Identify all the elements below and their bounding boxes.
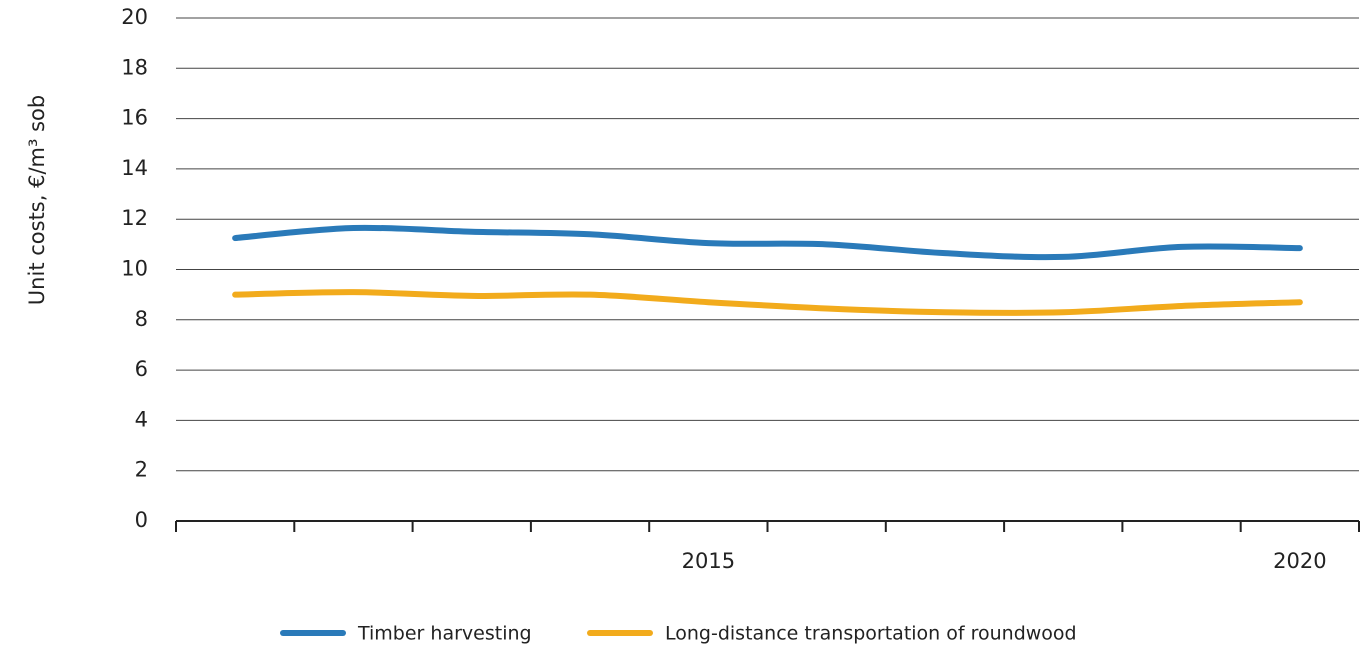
legend-text: Timber harvesting [357, 623, 532, 645]
series-line [232, 289, 1303, 316]
y-tick-label: 6 [135, 357, 148, 381]
y-tick-label: 18 [121, 55, 148, 79]
y-tick-label: 8 [135, 307, 148, 331]
y-tick-label: 2 [135, 458, 148, 482]
y-tick-label: 0 [135, 508, 148, 532]
x-tick-label: 2020 [1273, 549, 1326, 573]
y-tick-label: 10 [121, 257, 148, 281]
y-tick-label: 4 [135, 407, 148, 431]
y-tick-label: 20 [121, 5, 148, 29]
legend-text: Long-distance transportation of roundwoo… [665, 623, 1077, 645]
y-tick-label: 16 [121, 106, 148, 130]
y-axis-label: Unit costs, €/m³ sob [25, 95, 49, 305]
series-line [232, 224, 1303, 261]
y-tick-label: 12 [121, 206, 148, 230]
x-tick-label: 2015 [682, 549, 735, 573]
y-tick-label: 14 [121, 156, 148, 180]
